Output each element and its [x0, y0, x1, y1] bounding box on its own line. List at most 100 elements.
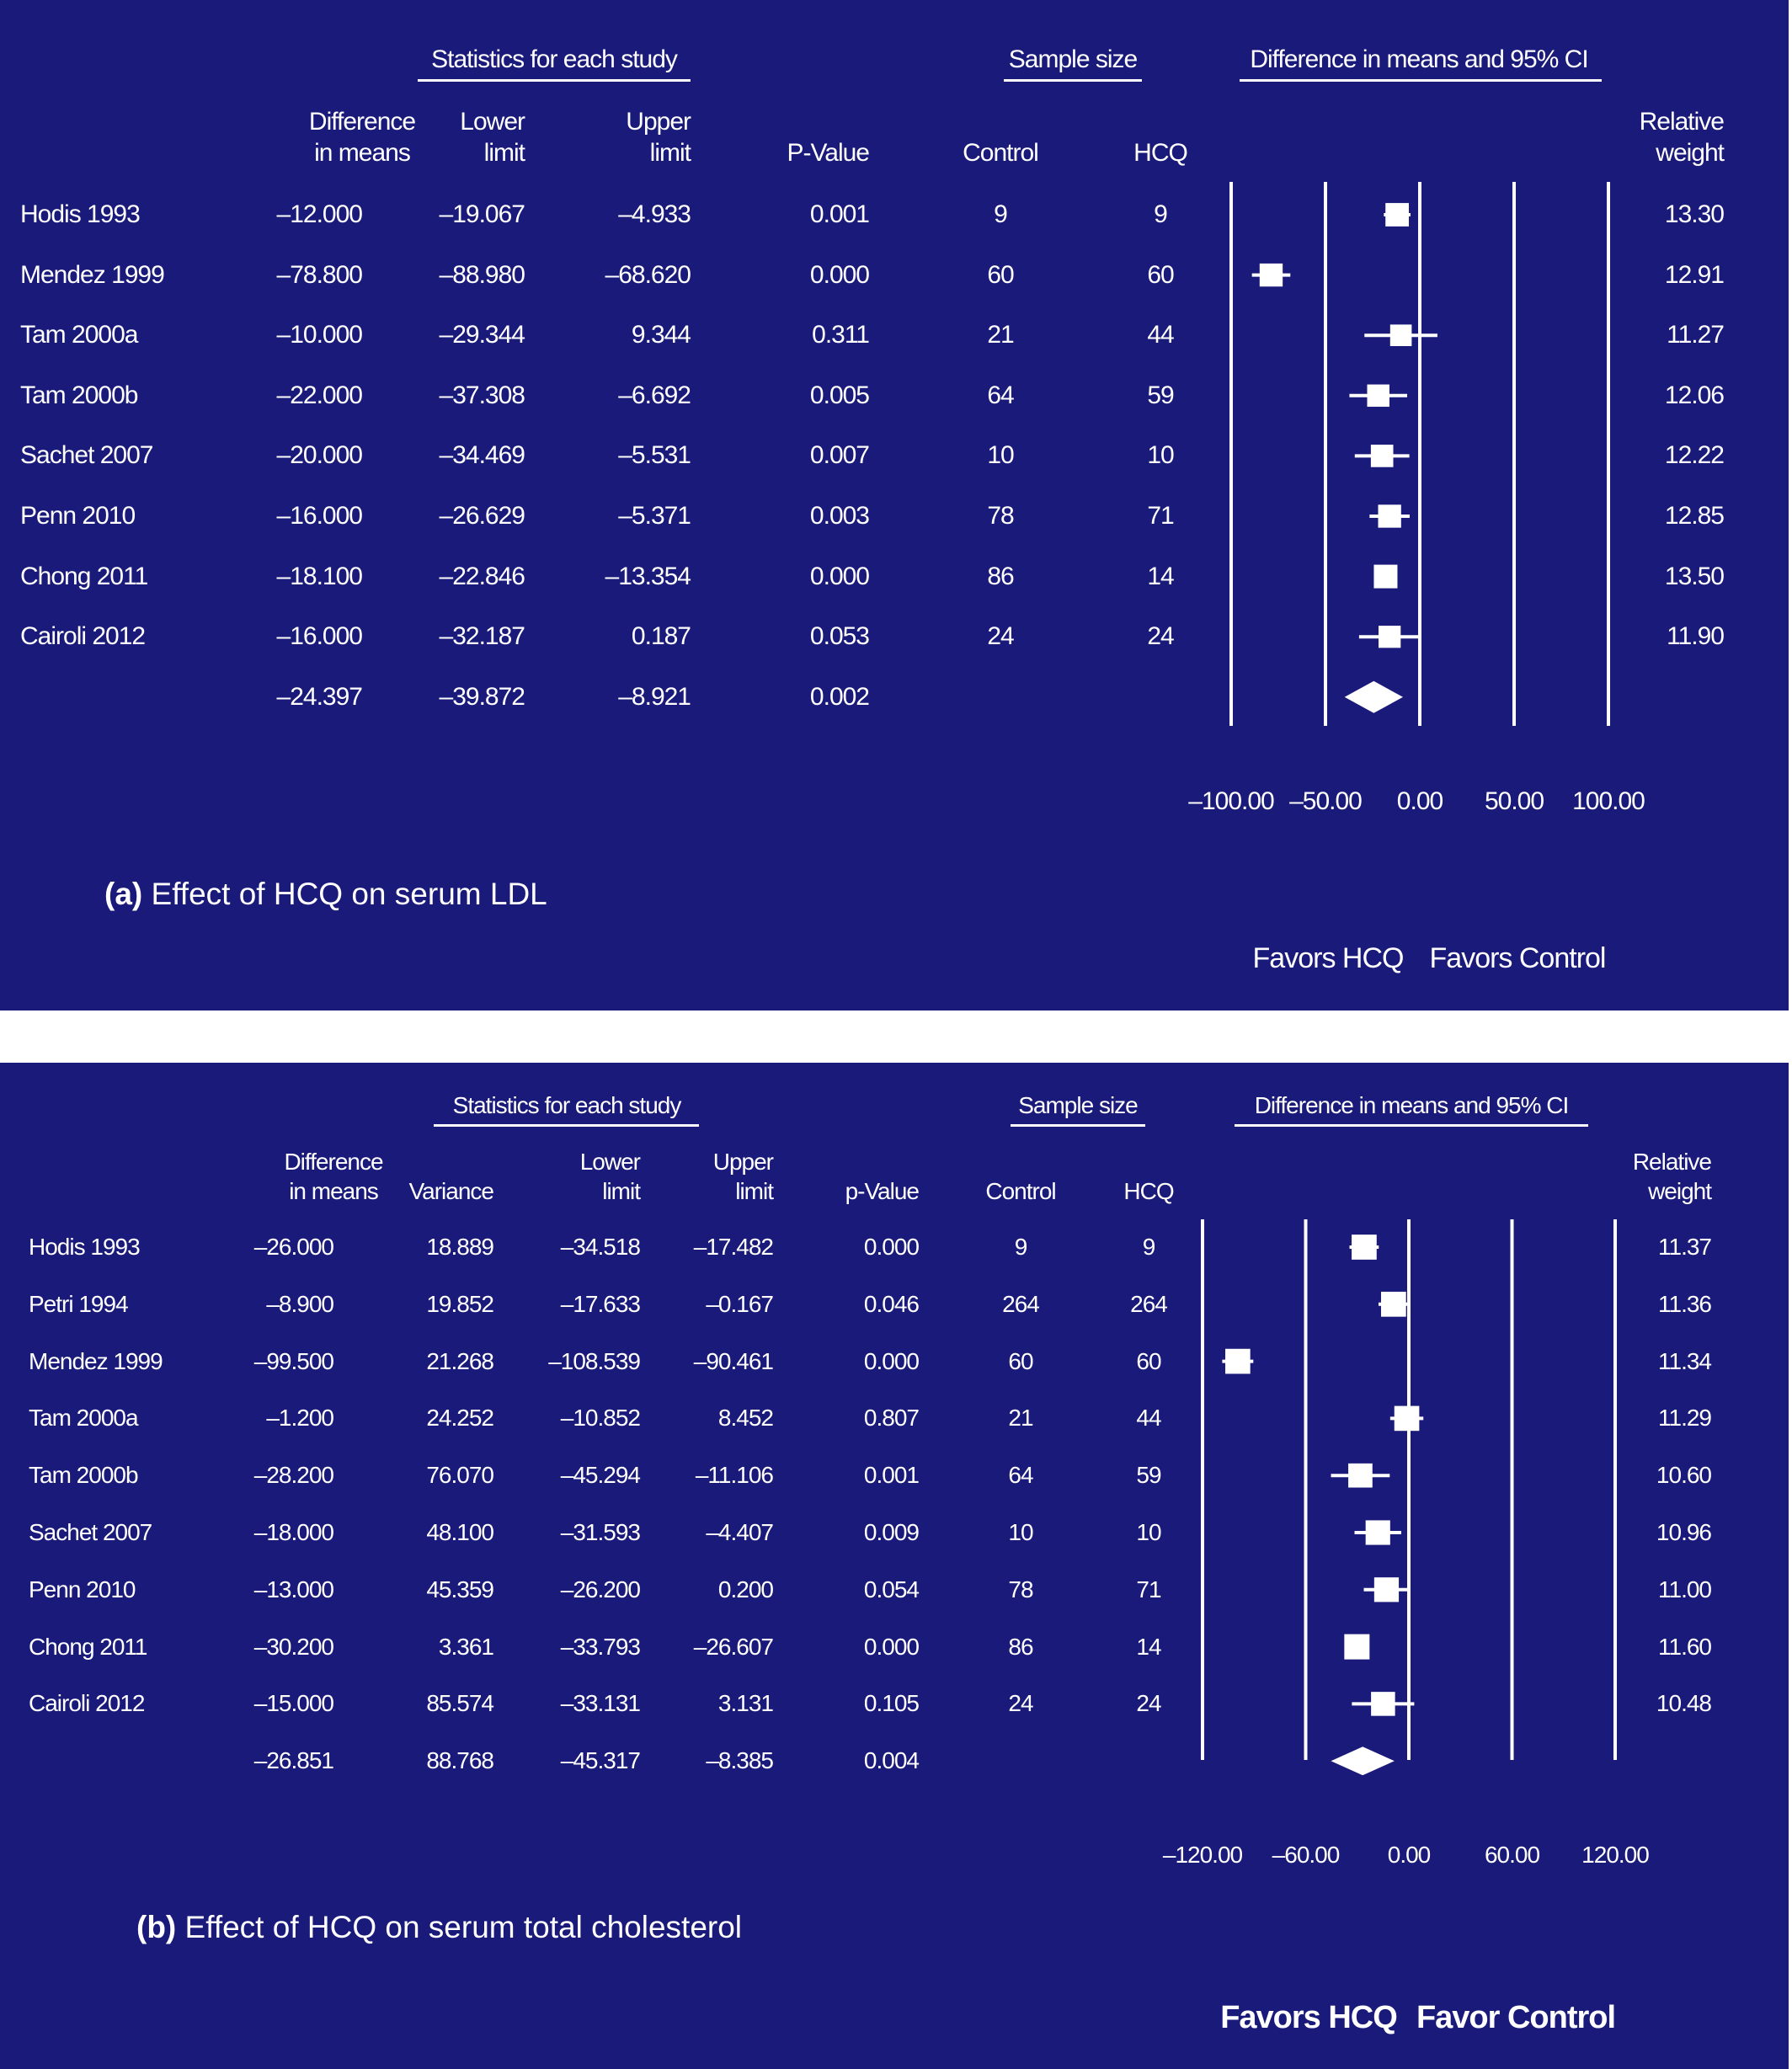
column-header-lower: Lower [579, 1149, 641, 1175]
study-name: Sachet 2007 [20, 441, 153, 470]
ldl-forest-panel: Statistics for each study Sample size Diff… [0, 0, 1789, 1011]
study-name: Tam 2000a [20, 321, 138, 349]
column-header-control: Control [963, 139, 1039, 167]
cell-control: 9 [994, 200, 1008, 228]
chart-caption: (a) Effect of HCQ on serum LDL [104, 878, 547, 909]
cell-control: 10 [987, 441, 1014, 470]
point-estimate-box [1389, 324, 1412, 346]
cell-diff: –16.000 [276, 502, 363, 530]
cell-weight: 11.00 [1658, 1576, 1712, 1602]
total-cholesterol-forest-panel: Statistics for each study Sample size Diff… [0, 1063, 1789, 2069]
cell-control: 10 [1008, 1519, 1033, 1545]
cell-weight: 12.91 [1664, 260, 1725, 289]
study-name: Chong 2011 [29, 1633, 147, 1660]
summary-lower: –45.317 [560, 1747, 641, 1774]
cell-diff: –78.800 [276, 260, 363, 289]
group-header: Difference in means and 95% CI [1254, 1092, 1570, 1118]
column-header-diff: in means [314, 139, 411, 167]
column-header-lower: limit [602, 1178, 641, 1204]
cell-diff: –1.200 [266, 1405, 334, 1432]
group-header: Sample size [1008, 45, 1138, 73]
point-estimate-box [1365, 1520, 1390, 1545]
group-header: Difference in means and 95% CI [1250, 45, 1588, 73]
cell-upper: –5.531 [618, 441, 691, 470]
cell-upper: –6.692 [618, 381, 691, 409]
study-name: Cairoli 2012 [29, 1690, 145, 1717]
summary-upper: –8.921 [618, 682, 691, 711]
cell-hcq: 24 [1147, 622, 1174, 651]
cell-diff: –18.000 [253, 1519, 334, 1545]
cell-hcq: 14 [1147, 562, 1174, 590]
cell-weight: 12.06 [1664, 381, 1725, 409]
study-name: Penn 2010 [29, 1576, 136, 1602]
point-estimate-box [1373, 564, 1398, 589]
cell-control: 60 [987, 260, 1014, 289]
cell-hcq: 59 [1136, 1462, 1161, 1489]
cell-upper: –90.461 [693, 1347, 774, 1374]
cell-control: 86 [987, 562, 1014, 590]
cell-diff: –18.100 [276, 562, 363, 590]
cell-variance: 21.268 [426, 1347, 494, 1374]
cell-hcq: 60 [1136, 1347, 1161, 1374]
cell-upper: –5.371 [618, 502, 691, 530]
cell-lower: –31.593 [560, 1519, 641, 1545]
cell-lower: –22.846 [439, 562, 525, 590]
column-header-upper: Upper [712, 1149, 774, 1175]
summary-upper: –8.385 [706, 1747, 774, 1774]
cell-hcq: 9 [1154, 200, 1168, 228]
cell-lower: –45.294 [560, 1462, 641, 1489]
cell-diff: –99.500 [253, 1347, 334, 1374]
x-tick-label: 50.00 [1484, 787, 1544, 815]
cell-hcq: 44 [1147, 321, 1174, 349]
favors-right-label: Favor Control [1416, 2000, 1616, 2035]
point-estimate-box [1352, 1234, 1377, 1260]
x-tick-label: 0.00 [1396, 787, 1443, 815]
cell-hcq: 24 [1136, 1690, 1161, 1717]
caption-text: Effect of HCQ on serum LDL [142, 877, 547, 911]
summary-diff: –26.851 [253, 1747, 334, 1774]
cell-lower: –32.187 [439, 622, 525, 651]
cell-control: 78 [1008, 1576, 1033, 1602]
column-header-lower: Lower [460, 108, 525, 136]
cell-upper: –17.482 [693, 1234, 774, 1260]
cell-hcq: 9 [1142, 1234, 1156, 1260]
caption-text: Effect of HCQ on serum total cholesterol [176, 1910, 743, 1944]
cell-lower: –33.793 [560, 1633, 641, 1660]
summary-diff: –24.397 [276, 682, 363, 711]
column-header-diff: Difference [284, 1149, 383, 1175]
cell-diff: –28.200 [253, 1462, 334, 1489]
column-header-diff: Difference [308, 108, 416, 136]
column-header-upper: Upper [626, 108, 691, 136]
caption-label: (b) [136, 1910, 177, 1944]
cell-p: 0.000 [863, 1234, 920, 1260]
cell-weight: 10.60 [1656, 1462, 1712, 1489]
study-name: Petri 1994 [29, 1290, 129, 1317]
x-tick-label: –120.00 [1162, 1842, 1243, 1868]
cell-variance: 19.852 [426, 1290, 494, 1317]
cell-hcq: 10 [1147, 441, 1174, 470]
cell-diff: –8.900 [266, 1290, 334, 1317]
cell-hcq: 264 [1130, 1290, 1168, 1317]
cell-diff: –30.200 [253, 1633, 334, 1660]
cell-lower: –10.852 [560, 1405, 641, 1432]
cell-weight: 11.27 [1667, 321, 1725, 349]
column-header-upper: limit [649, 139, 691, 167]
cell-lower: –29.344 [439, 321, 525, 349]
cell-p: 0.001 [809, 200, 870, 228]
cell-control: 78 [987, 502, 1014, 530]
cell-upper: 8.452 [717, 1405, 774, 1432]
cell-upper: 9.344 [631, 321, 691, 349]
x-tick-label: 120.00 [1581, 1842, 1650, 1868]
cell-hcq: 71 [1136, 1576, 1161, 1602]
study-name: Penn 2010 [20, 502, 136, 530]
cell-upper: –0.167 [706, 1290, 774, 1317]
cell-p: 0.009 [863, 1519, 920, 1545]
column-header-weight: Relative [1639, 108, 1725, 136]
cell-diff: –16.000 [276, 622, 363, 651]
cell-p: 0.007 [809, 441, 870, 470]
cell-control: 21 [1008, 1405, 1033, 1432]
point-estimate-box [1348, 1463, 1373, 1488]
group-header-underline [1235, 1124, 1588, 1127]
cell-control: 86 [1008, 1633, 1033, 1660]
cell-lower: –33.131 [560, 1690, 641, 1717]
